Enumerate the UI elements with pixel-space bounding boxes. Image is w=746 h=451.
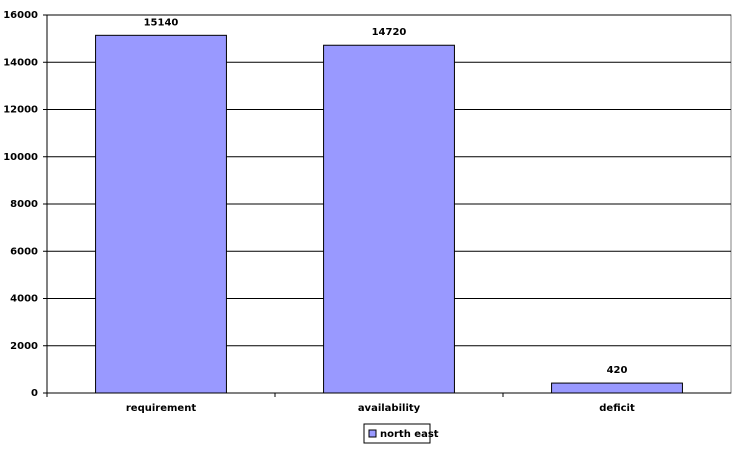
legend-box — [363, 423, 431, 444]
x-tick-label: requirement — [126, 403, 196, 414]
y-tick-label: 10000 — [3, 152, 38, 163]
x-tick-label: deficit — [599, 403, 635, 414]
y-tick-label: 8000 — [10, 199, 38, 210]
y-tick-label: 12000 — [3, 105, 38, 116]
legend-label: north east — [380, 429, 439, 440]
legend-swatch — [368, 429, 377, 438]
y-tick-label: 14000 — [3, 57, 38, 68]
data-label: 420 — [607, 365, 628, 376]
bar — [323, 44, 455, 394]
y-tick-label: 6000 — [10, 246, 38, 257]
x-tick-label: availability — [358, 403, 421, 414]
y-tick-label: 2000 — [10, 341, 38, 352]
data-label: 14720 — [372, 27, 407, 38]
y-tick-label: 0 — [31, 388, 38, 399]
y-tick-label: 16000 — [3, 10, 38, 21]
data-label: 15140 — [144, 17, 179, 28]
bar — [95, 34, 227, 394]
bar — [551, 382, 683, 394]
y-tick-label: 4000 — [10, 294, 38, 305]
